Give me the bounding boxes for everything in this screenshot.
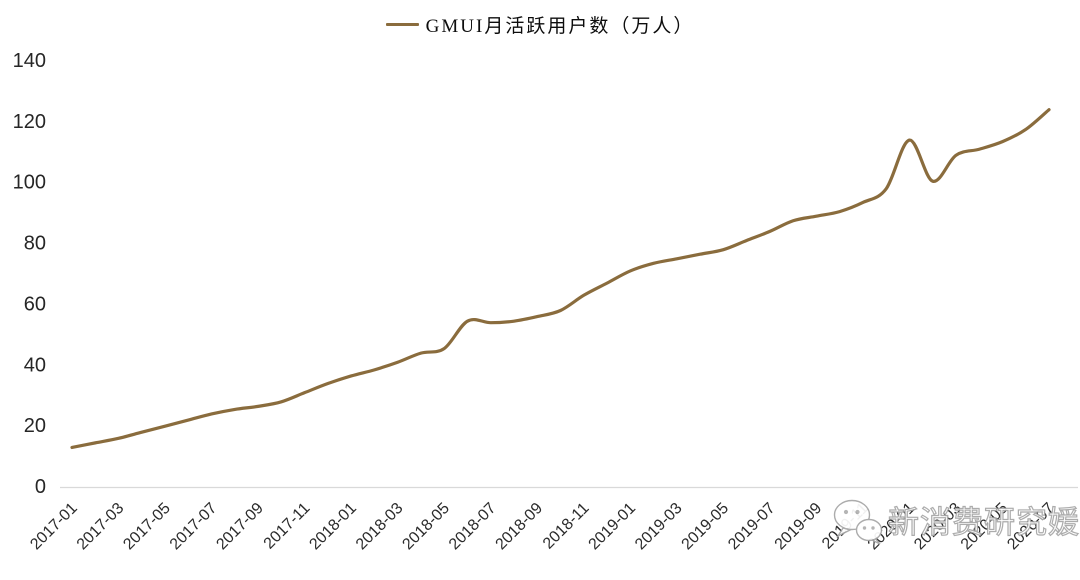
y-tick-label: 40 [24, 354, 46, 376]
x-tick-label: 2019-09 [772, 500, 826, 554]
legend: GMUI月活跃用户数（万人） [0, 11, 1080, 38]
y-axis-labels: 0 20 40 60 80 100 120 140 [13, 50, 46, 498]
legend-line-marker [385, 23, 419, 26]
x-axis-labels: 2017-012017-032017-052017-072017-092017-… [27, 500, 1058, 554]
y-tick-label: 20 [24, 415, 46, 437]
x-tick-label: 2018-01 [306, 500, 360, 554]
x-tick-label: 2018-09 [493, 500, 547, 554]
x-tick-label: 2018-07 [446, 500, 500, 554]
x-tick-label: 2017-03 [74, 500, 128, 554]
x-tick-label: 2019-11 [819, 500, 872, 553]
x-tick-label: 2018-11 [540, 500, 593, 553]
y-tick-label: 0 [35, 476, 46, 498]
x-tick-label: 2020-05 [958, 500, 1012, 554]
x-tick-label: 2019-01 [586, 500, 640, 554]
x-tick-label: 2019-07 [725, 500, 779, 554]
x-tick-label: 2020-01 [865, 500, 919, 554]
x-tick-label: 2019-03 [632, 500, 686, 554]
series-line-gmui-mau [70, 108, 1051, 450]
y-tick-label: 120 [13, 111, 46, 133]
y-tick-label: 80 [24, 233, 46, 255]
x-tick-label: 2020-07 [1004, 500, 1058, 554]
x-tick-label: 2018-03 [353, 500, 407, 554]
x-tick-label: 2019-05 [679, 500, 733, 554]
x-tick-label: 2017-01 [27, 500, 81, 554]
x-tick-label: 2017-11 [261, 500, 314, 553]
x-tick-label: 2017-07 [167, 500, 221, 554]
y-tick-label: 100 [13, 172, 46, 194]
legend-label: GMUI月活跃用户数（万人） [425, 16, 695, 37]
x-tick-label: 2017-09 [213, 500, 267, 554]
x-tick-label: 2018-05 [399, 500, 453, 554]
x-tick-label: 2020-03 [911, 500, 965, 554]
x-tick-label: 2017-05 [120, 500, 174, 554]
y-tick-label: 60 [24, 293, 46, 315]
y-tick-label: 140 [13, 50, 46, 72]
